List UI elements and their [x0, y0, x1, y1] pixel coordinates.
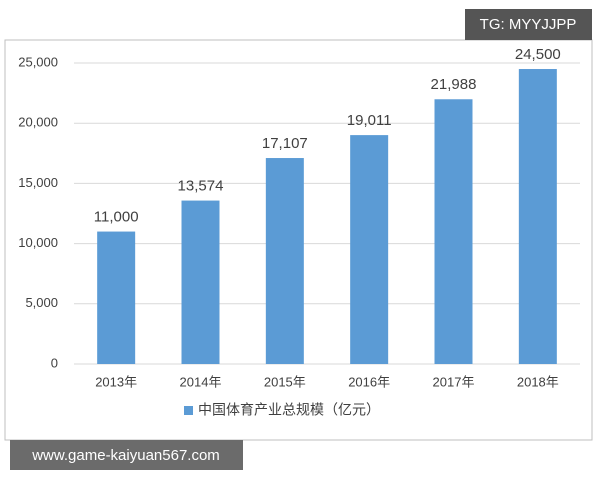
y-tick-label: 5,000	[25, 295, 58, 310]
bar	[265, 158, 304, 364]
data-label: 24,500	[515, 46, 561, 63]
x-tick-label: 2018年	[517, 374, 559, 389]
data-label: 11,000	[94, 209, 139, 226]
y-tick-label: 0	[51, 355, 58, 370]
bar	[181, 200, 220, 364]
data-label: 13,574	[178, 178, 224, 195]
data-label: 21,988	[431, 76, 477, 93]
y-tick-label: 20,000	[18, 115, 58, 130]
legend-swatch	[184, 406, 193, 415]
x-tick-label: 2015年	[264, 374, 306, 389]
x-tick-label: 2013年	[95, 374, 137, 389]
legend-label: 中国体育产业总规模（亿元）	[198, 402, 380, 418]
x-tick-label: 2017年	[433, 374, 475, 389]
watermark: TG: MYYJJPP	[480, 16, 577, 33]
data-label: 19,011	[347, 112, 392, 129]
bar	[434, 99, 473, 365]
watermark-box	[10, 440, 243, 470]
bar	[97, 231, 136, 364]
y-tick-label: 25,000	[18, 54, 58, 69]
watermark-box	[465, 9, 592, 40]
x-tick-label: 2016年	[348, 374, 390, 389]
y-tick-label: 10,000	[18, 235, 58, 250]
watermark: www.game-kaiyuan567.com	[31, 447, 220, 464]
bar	[518, 69, 557, 365]
x-tick-label: 2014年	[180, 374, 222, 389]
y-tick-label: 15,000	[18, 175, 58, 190]
data-label: 17,107	[262, 135, 308, 152]
bar	[350, 135, 389, 364]
